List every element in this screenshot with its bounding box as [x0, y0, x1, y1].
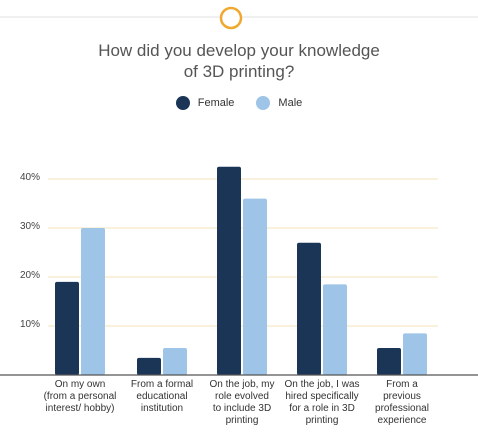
x-category-label: On the job, my role evolved to include 3D p…	[209, 379, 275, 426]
bar-female	[377, 348, 401, 375]
x-category-label: From a previous professional experience	[375, 379, 429, 426]
legend-item-female: Female	[175, 96, 235, 110]
x-category-label: From a formal educational institution	[130, 379, 194, 414]
legend-item-male: Male	[256, 96, 302, 110]
bar-female	[55, 281, 79, 375]
x-category-label: On the job, I was hired specifically for a…	[284, 379, 360, 426]
legend-swatch-male	[256, 96, 271, 110]
x-category-label: On my own (from a personal interest/ hobby…	[43, 379, 117, 414]
bar-female	[137, 357, 161, 375]
bar-male	[243, 198, 267, 375]
bar-female	[297, 242, 321, 375]
bar-female	[217, 166, 241, 375]
legend-label-male: Male	[278, 97, 303, 109]
y-tick-label: 20%	[20, 270, 41, 281]
legend-label-female: Female	[197, 97, 235, 109]
bars-group	[55, 166, 427, 375]
legend-swatch-female	[175, 96, 190, 110]
bar-male	[81, 228, 105, 375]
y-tick-label: 10%	[20, 319, 41, 330]
legend: Female Male	[0, 96, 478, 110]
bar-male	[403, 333, 427, 375]
y-tick-label: 40%	[20, 172, 41, 183]
y-tick-label: 30%	[20, 221, 41, 232]
header-circle-icon	[219, 6, 243, 30]
bar-male	[163, 348, 187, 375]
bar-male	[323, 284, 347, 375]
chart-title: How did you develop your knowledge of 3D…	[98, 41, 380, 81]
